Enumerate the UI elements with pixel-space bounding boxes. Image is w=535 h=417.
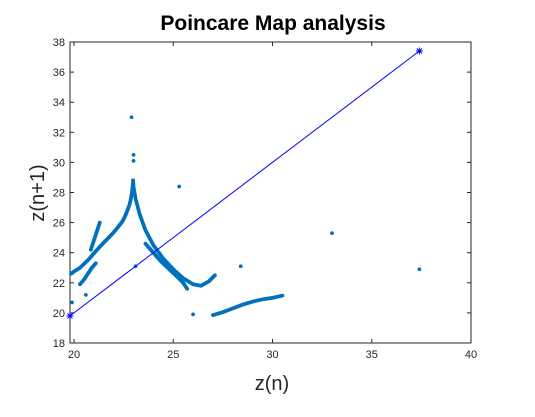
y-axis-label: z(n+1) <box>27 164 49 221</box>
scatter-point <box>93 261 98 266</box>
y-tick-label: 22 <box>53 278 65 290</box>
chart-title: Poincare Map analysis <box>160 12 385 35</box>
y-tick-label: 26 <box>53 218 65 230</box>
x-axis-label: z(n) <box>255 373 289 395</box>
x-tick-label: 25 <box>167 349 179 361</box>
y-tick-label: 28 <box>53 188 65 200</box>
y-tick-label: 36 <box>53 67 65 79</box>
y-tick-label: 32 <box>53 127 65 139</box>
y-tick-label: 30 <box>53 157 65 169</box>
asterisk-stroke <box>67 313 73 319</box>
data-layer <box>66 47 423 320</box>
x-tick-label: 35 <box>366 349 378 361</box>
y-tick-label: 24 <box>53 248 65 260</box>
x-axis-ticks: 20 25 30 35 40 <box>68 42 477 361</box>
plot-area <box>69 41 472 344</box>
scatter-point <box>330 231 334 236</box>
scatter-point <box>191 312 195 317</box>
asterisk-stroke <box>416 48 423 54</box>
y-axis-ticks: 18 20 22 24 26 28 30 32 34 36 38 <box>53 37 471 350</box>
scatter-point <box>131 152 136 157</box>
scatter-point <box>97 220 102 225</box>
scatter-point <box>417 267 422 272</box>
scatter-point <box>70 300 74 305</box>
y-tick-label: 34 <box>53 97 65 109</box>
scatter-point <box>213 273 217 278</box>
scatter-point <box>238 264 243 269</box>
asterisk-marker <box>415 47 423 55</box>
scatter-point <box>129 115 134 120</box>
x-tick-label: 30 <box>266 349 278 361</box>
y-tick-label: 20 <box>53 308 65 320</box>
x-tick-label: 20 <box>68 349 80 361</box>
scatter-point <box>83 292 88 297</box>
diagonal-reference-line <box>69 50 420 317</box>
scatter-point <box>177 184 182 189</box>
scatter-point <box>185 286 190 291</box>
asterisk-marker <box>66 312 74 320</box>
y-tick-label: 18 <box>53 338 65 350</box>
scatter-point <box>131 158 136 163</box>
scatter-point <box>280 293 285 298</box>
y-tick-label: 38 <box>53 37 65 49</box>
x-tick-label: 40 <box>465 349 477 361</box>
